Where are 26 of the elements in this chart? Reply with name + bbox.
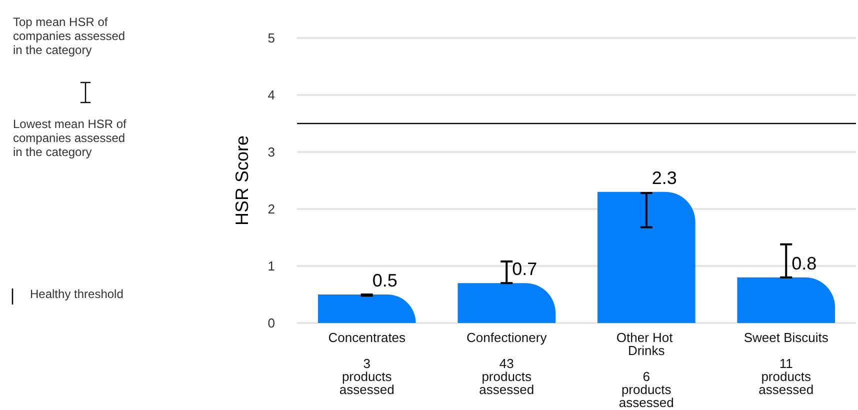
bar xyxy=(597,192,696,323)
bar xyxy=(737,277,836,323)
y-tick-label: 4 xyxy=(268,88,275,102)
x-tick-label: Concentrates xyxy=(328,330,406,345)
text: 3 products assessed xyxy=(339,356,394,397)
x-tick-label: Sweet Biscuits xyxy=(744,330,829,345)
text: Lowest mean HSR of companies assessed in the category xyxy=(13,117,128,159)
y-tick-label: 0 xyxy=(268,316,275,330)
y-tick-label: 2 xyxy=(268,202,275,216)
y-tick-label: 3 xyxy=(268,144,275,160)
data-label: 0.8 xyxy=(792,253,817,274)
x-tick-label: Other Hot Drinks xyxy=(616,330,676,358)
x-tick-label: Confectionery xyxy=(466,330,548,345)
bar xyxy=(458,283,556,323)
y-axis-title: HSR Score xyxy=(232,135,252,226)
y-tick-label: 5 xyxy=(268,30,275,46)
data-label: 0.5 xyxy=(372,270,398,290)
text: 11 products assessed xyxy=(758,356,814,397)
data-label: 0.7 xyxy=(512,259,538,280)
y-tick-label: 1 xyxy=(268,258,275,274)
data-label: 2.3 xyxy=(652,168,677,188)
bar xyxy=(318,294,416,323)
legend-label: Healthy threshold xyxy=(30,287,124,301)
text: Top mean HSR of companies assessed in the category xyxy=(13,15,126,57)
text: 6 products assessed xyxy=(618,369,674,410)
text: 43 products assessed xyxy=(479,356,534,397)
